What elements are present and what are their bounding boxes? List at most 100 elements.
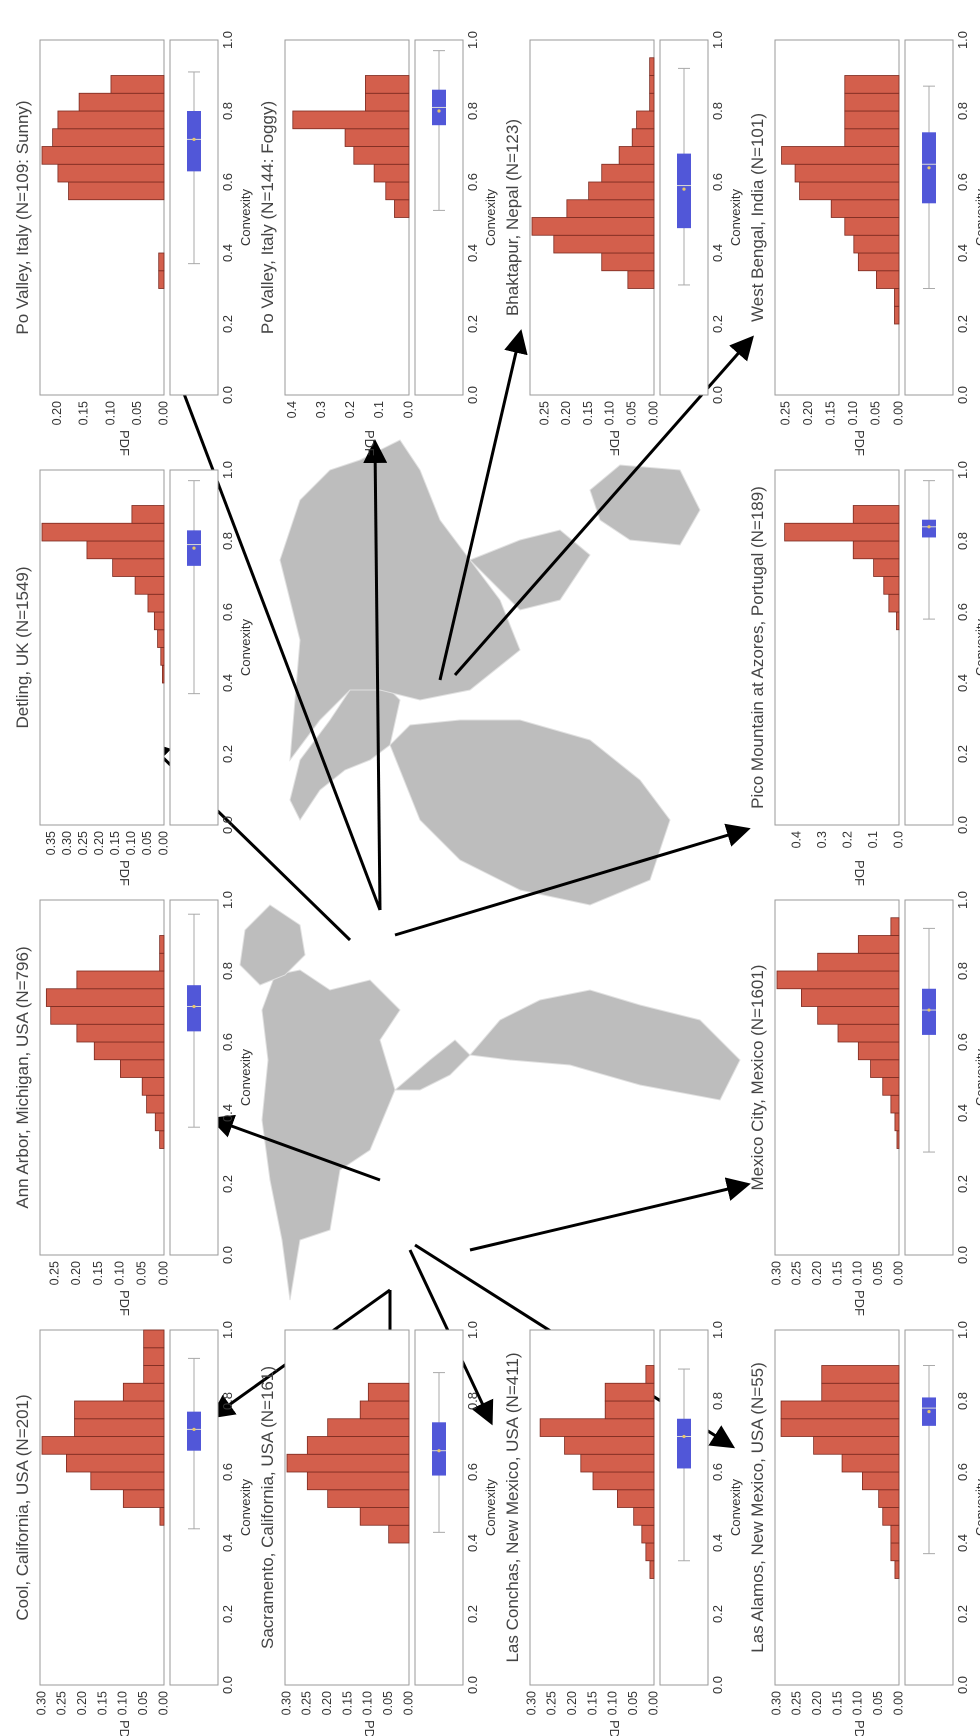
histogram-bar (853, 234, 900, 254)
y-tick-label: 0.3 (815, 831, 829, 848)
x-tick-label: 0.2 (220, 745, 235, 763)
x-tick-label: 0.8 (955, 962, 970, 980)
arrow-5 (209, 1114, 381, 1182)
histogram-bar (292, 110, 410, 130)
map-africa (389, 719, 671, 906)
histogram-bar (882, 1507, 900, 1526)
y-tick-label: 0.2 (343, 401, 357, 418)
histogram-bar (388, 1524, 410, 1544)
histogram-bar (367, 1382, 410, 1402)
y-tick-label: 0.05 (130, 401, 144, 425)
histogram-bar (86, 540, 165, 560)
x-tick-label: 0.0 (220, 1676, 235, 1694)
x-tick-label: 0.6 (955, 603, 970, 621)
x-axis-label: Convexity (728, 1478, 743, 1536)
boxplot-mean (927, 525, 931, 529)
y-tick-label: 0.1 (372, 401, 386, 418)
x-tick-label: 0.4 (710, 1534, 725, 1552)
histogram-bar (110, 75, 165, 94)
y-tick-label: 0.05 (136, 1691, 150, 1715)
y-axis-label: PDF (117, 860, 132, 886)
y-tick-label: 0.20 (810, 1691, 824, 1715)
y-tick-label: 0.25 (790, 1691, 804, 1715)
y-axis-label: PDF (362, 1720, 377, 1736)
y-tick-label: 0.20 (92, 831, 106, 855)
x-tick-label: 1.0 (465, 1321, 480, 1339)
histogram-bar (894, 288, 900, 307)
x-axis-label: Convexity (483, 1478, 498, 1536)
x-tick-label: 0.2 (220, 315, 235, 333)
x-tick-label: 1.0 (220, 1321, 235, 1339)
histogram-bar (821, 1382, 900, 1402)
boxplot-box (187, 111, 201, 172)
y-tick-label: 0.15 (581, 401, 595, 425)
histogram-bar (794, 163, 900, 183)
histogram-bar (147, 593, 165, 613)
histogram-bar (780, 1400, 900, 1420)
histogram-bar (306, 1471, 410, 1491)
y-tick-label: 0.20 (69, 1261, 83, 1285)
histogram-bar (799, 181, 900, 201)
histogram-bar (159, 1130, 165, 1149)
y-tick-label: 0.05 (626, 1691, 640, 1715)
y-tick-label: 0.00 (401, 1691, 415, 1715)
histogram-bar (890, 1542, 900, 1562)
y-tick-label: 0.30 (524, 1691, 538, 1715)
histogram-bar (66, 1453, 165, 1473)
x-tick-label: 0.2 (710, 1605, 725, 1623)
x-tick-label: 0.8 (710, 102, 725, 120)
y-tick-label: 0.10 (124, 831, 138, 855)
histogram-bar (618, 146, 655, 165)
histogram-bar (385, 181, 410, 201)
histogram-bar (286, 1453, 410, 1473)
map-greenland (239, 904, 306, 986)
y-tick-label: 0.25 (790, 1261, 804, 1285)
x-tick-label: 1.0 (955, 891, 970, 909)
histogram-bar (365, 92, 410, 112)
y-axis-label: PDF (852, 1290, 867, 1316)
x-tick-label: 0.0 (710, 386, 725, 404)
x-axis-label: Convexity (973, 1048, 980, 1106)
x-tick-label: 0.0 (220, 386, 235, 404)
y-tick-label: 0.00 (891, 1691, 905, 1715)
boxplot-box (187, 985, 201, 1032)
histogram-bar (821, 1365, 900, 1384)
y-tick-label: 0.05 (135, 1261, 149, 1285)
histogram-bar (154, 1112, 165, 1132)
histogram-bar (817, 952, 900, 972)
histogram-bar (894, 1560, 900, 1579)
y-tick-label: 0.20 (75, 1691, 89, 1715)
histogram-bar (143, 1329, 165, 1349)
y-tick-label: 0.3 (314, 401, 328, 418)
histogram-bar (158, 270, 165, 289)
y-tick-label: 0.15 (77, 401, 91, 425)
histogram-bar (531, 217, 655, 236)
histogram-bar (112, 558, 165, 577)
histogram-bar (617, 1489, 655, 1508)
histogram-bar (857, 935, 900, 954)
boxplot-mean (927, 1008, 931, 1012)
x-axis-label: Convexity (483, 188, 498, 246)
y-tick-label: 0.25 (545, 1691, 559, 1715)
map-north-america (261, 969, 401, 1301)
y-tick-label: 0.30 (279, 1691, 293, 1715)
map-southeast-asia (469, 529, 591, 611)
y-axis-label: PDF (117, 1290, 132, 1316)
histogram-bar (890, 917, 900, 936)
boxplot-box (922, 519, 936, 538)
y-tick-label: 0.05 (869, 401, 883, 425)
panel-4: 0.0 0.2 0.4 0.6 0.8 1.0 Convexity 0.30 0.25 0.20 0… (258, 1321, 498, 1736)
panel-9: 0.0 0.2 0.4 0.6 0.8 1.0 Convexity 0.30 0.25 0.20 0… (748, 891, 980, 1316)
histogram-bar (870, 1059, 900, 1078)
x-tick-label: 1.0 (955, 461, 970, 479)
y-tick-label: 0.15 (340, 1691, 354, 1715)
histogram-bar (852, 540, 900, 560)
histogram-bar (143, 1365, 165, 1384)
histogram-bar (896, 1130, 900, 1149)
world-map (239, 439, 741, 1301)
histogram-bar (645, 1542, 655, 1562)
histogram-bar (636, 110, 655, 130)
boxplot-box (922, 988, 936, 1035)
